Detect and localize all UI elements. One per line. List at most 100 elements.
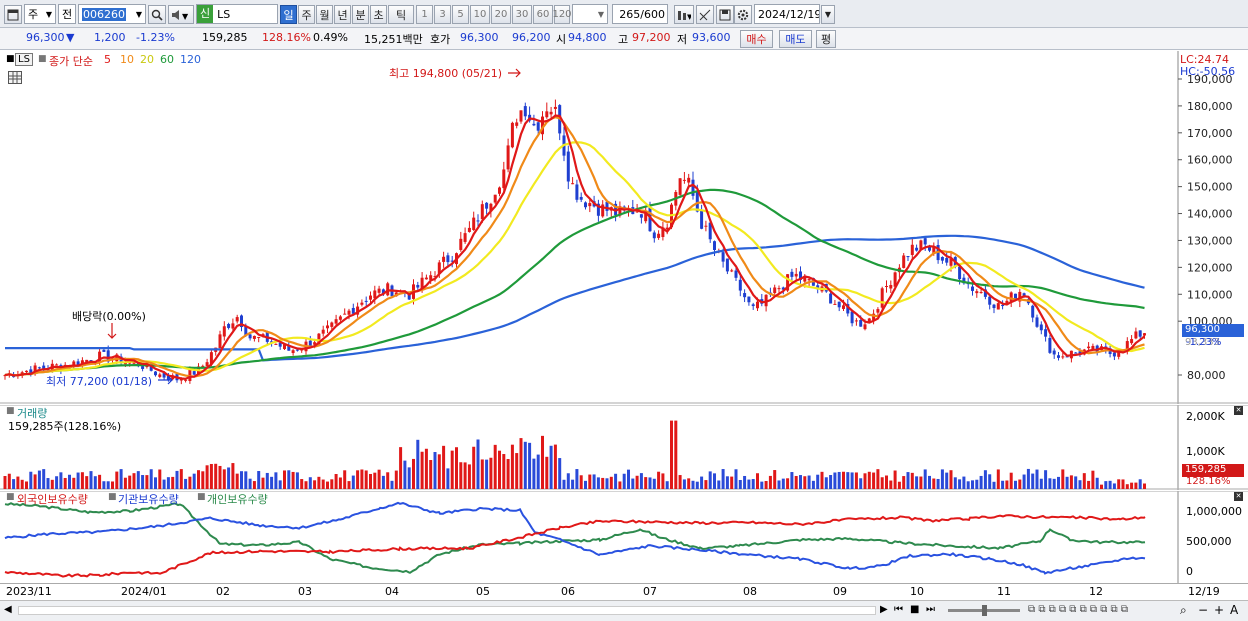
zoom-slider-handle[interactable] <box>982 605 987 616</box>
prev-button[interactable]: 전 <box>58 4 76 24</box>
stop-icon[interactable]: ■ <box>910 604 920 615</box>
interval-select[interactable]: ▼ <box>572 4 608 24</box>
volume-bar <box>261 477 265 489</box>
period-tick-button[interactable]: 틱 <box>388 5 414 24</box>
stock-name-field[interactable]: 신 LS <box>196 4 278 24</box>
candle-body <box>360 302 364 305</box>
date-field[interactable]: 2024/12/19 <box>754 4 820 24</box>
tools-icon[interactable]: ▼ <box>674 5 694 24</box>
period-week-button[interactable]: 주 <box>298 5 315 24</box>
table-icon[interactable] <box>8 71 22 84</box>
volume-bar <box>657 471 661 489</box>
zoom-in-icon[interactable]: + <box>1214 603 1225 617</box>
candle-body <box>837 301 841 308</box>
volume-bar <box>915 476 919 489</box>
price-change-pct: -1.23% <box>136 31 175 44</box>
minute-5-button[interactable]: 5 <box>452 5 469 24</box>
speaker-icon[interactable]: ▼ <box>168 5 194 24</box>
volume-bar <box>192 473 196 489</box>
svg-text:▼: ▼ <box>182 12 189 21</box>
minute-60-button[interactable]: 60 <box>533 5 553 24</box>
dropdown-icon[interactable]: ▼ <box>135 9 142 19</box>
bottom-bar: ◀ ▶ ⏮ ■ ⏭ ⧉ ⧉ ⧉ ⧉ ⧉ ⧉ ⧉ ⧉ ⧉ ⧉ ⌕ − + A <box>0 600 1248 621</box>
candle-body <box>459 238 463 250</box>
volume-bar <box>136 471 140 489</box>
candle-body <box>326 325 329 329</box>
volume-bar <box>760 481 764 489</box>
menu-dot-icon-6: ■ <box>197 492 206 502</box>
avg-button[interactable]: 평 <box>816 30 836 48</box>
zoom-search-icon[interactable]: ⌕ <box>1180 603 1187 617</box>
code-chip[interactable]: LS <box>15 53 33 66</box>
volume-bar <box>541 435 544 489</box>
candle-body <box>601 204 605 217</box>
menu-dot-icon-4[interactable]: ■ <box>6 492 15 502</box>
minute-30-button[interactable]: 30 <box>512 5 532 24</box>
draw-line-icon[interactable] <box>696 5 714 24</box>
minute-10-button[interactable]: 10 <box>470 5 490 24</box>
close-icon[interactable]: ✕ <box>1234 406 1243 415</box>
candle-body <box>571 183 575 185</box>
volume-bar <box>979 475 983 489</box>
candle-body <box>291 350 295 354</box>
minute-120-button[interactable]: 120 <box>552 5 572 24</box>
volume-bar <box>20 479 24 489</box>
candle-body <box>283 344 286 350</box>
minute-1-button[interactable]: 1 <box>416 5 433 24</box>
candle-body <box>356 306 360 315</box>
count-field[interactable]: 265/600 <box>612 4 668 24</box>
candle-body <box>119 356 123 364</box>
layout-icons[interactable]: ⧉ ⧉ ⧉ ⧉ ⧉ ⧉ ⧉ ⧉ ⧉ ⧉ <box>1028 604 1129 615</box>
window-icon[interactable] <box>4 5 22 24</box>
zoom-out-icon[interactable]: − <box>1198 603 1209 617</box>
stock-code-input[interactable]: 006260 ▼ <box>78 4 146 24</box>
volume-bar <box>734 469 738 489</box>
period-month-button[interactable]: 월 <box>316 5 333 24</box>
menu-dot-icon[interactable]: ■ <box>6 54 15 64</box>
period-second-button[interactable]: 초 <box>370 5 387 24</box>
minute-20-button[interactable]: 20 <box>491 5 511 24</box>
horizontal-scrollbar[interactable] <box>18 606 876 615</box>
calendar-dropdown-icon[interactable]: ▼ <box>821 5 835 24</box>
volume-bar <box>983 470 987 489</box>
rewind-icon[interactable]: ⏮ <box>894 604 903 615</box>
candle-body <box>979 292 983 294</box>
font-size-icon[interactable]: A <box>1230 603 1239 617</box>
candle-body <box>1048 337 1052 353</box>
volume-bar <box>545 456 549 489</box>
buy-button[interactable]: 매수 <box>740 30 773 48</box>
volume-bar <box>1014 480 1017 489</box>
volume-bar <box>962 476 966 489</box>
period-day-button[interactable]: 일 <box>280 5 297 24</box>
period-minute-button[interactable]: 분 <box>352 5 369 24</box>
volume-bar <box>455 447 458 489</box>
volume-bar <box>222 469 226 489</box>
menu-dot-icon-3[interactable]: ■ <box>6 406 15 416</box>
gear-icon[interactable] <box>734 5 752 24</box>
type-select[interactable]: 주 ▼ <box>24 4 56 24</box>
candle-body <box>222 326 226 337</box>
volume-bar <box>553 444 557 489</box>
candle-body <box>644 210 648 222</box>
volume-bar <box>472 446 476 489</box>
period-year-button[interactable]: 년 <box>334 5 351 24</box>
minute-3-button[interactable]: 3 <box>434 5 451 24</box>
save-icon[interactable] <box>716 5 734 24</box>
candle-body <box>1022 293 1026 297</box>
volume-bar <box>235 473 239 489</box>
search-icon[interactable] <box>148 5 166 24</box>
volume-bar <box>528 442 532 489</box>
candle-body <box>364 300 368 302</box>
volume-bar <box>880 477 884 489</box>
volume-bar <box>304 481 308 489</box>
close-icon-2[interactable]: ✕ <box>1234 492 1243 501</box>
price-tick-label: 110,000 <box>1187 288 1233 301</box>
scroll-right-icon[interactable]: ▶ <box>880 604 888 615</box>
candle-body <box>549 111 553 115</box>
candle-body <box>446 255 450 263</box>
scroll-left-icon[interactable]: ◀ <box>4 604 12 615</box>
forward-icon[interactable]: ⏭ <box>926 604 935 615</box>
candle-body <box>971 286 974 291</box>
sell-button[interactable]: 매도 <box>779 30 812 48</box>
candle-body <box>915 247 919 251</box>
